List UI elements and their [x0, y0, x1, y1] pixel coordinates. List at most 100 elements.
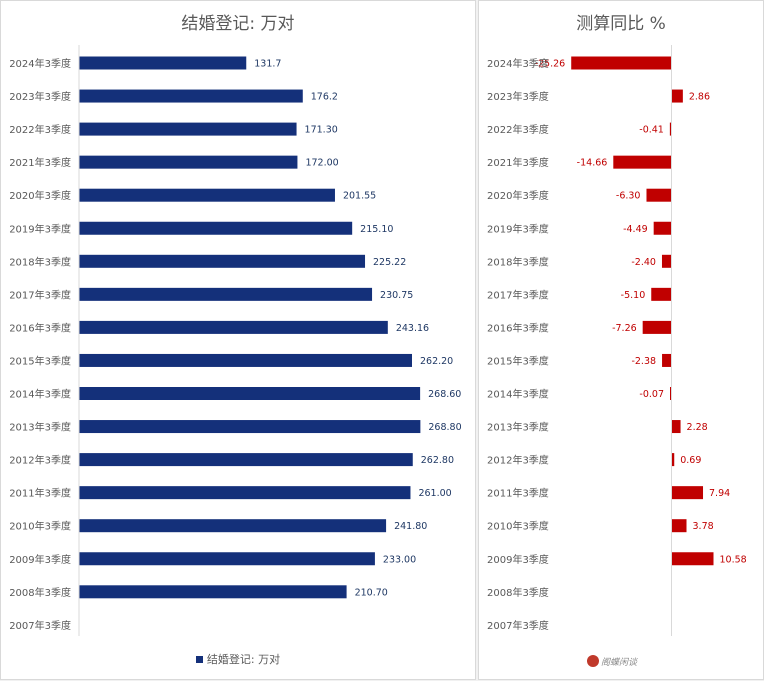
bar [79, 320, 388, 334]
data-label: -25.26 [535, 59, 566, 70]
category-label: 2010年3季度 [9, 520, 71, 533]
category-label: 2014年3季度 [487, 388, 549, 401]
bar [671, 89, 683, 103]
category-label: 2018年3季度 [9, 255, 71, 268]
category-label: 2012年3季度 [487, 454, 549, 467]
category-label: 2015年3季度 [9, 354, 71, 367]
left-chart-legend: 结婚登记: 万对 [1, 651, 475, 667]
data-label: 131.7 [254, 59, 281, 70]
category-label: 2013年3季度 [9, 421, 71, 434]
data-label: 230.75 [380, 290, 413, 301]
bar [671, 453, 675, 467]
bar [79, 56, 247, 70]
category-label: 2020年3季度 [487, 189, 549, 202]
bar [671, 486, 704, 500]
category-label: 2014年3季度 [9, 388, 71, 401]
bar [661, 254, 672, 268]
data-label: -2.38 [631, 356, 656, 367]
watermark: 阁蝶闲谈 [587, 655, 637, 668]
data-label: 10.58 [720, 554, 747, 565]
bar [662, 353, 672, 367]
category-label: 2021年3季度 [9, 156, 71, 169]
category-label: 2009年3季度 [487, 553, 549, 566]
data-label: -5.10 [621, 290, 646, 301]
data-label: 243.16 [396, 323, 429, 334]
category-label: 2007年3季度 [487, 619, 549, 632]
category-label: 2017年3季度 [9, 288, 71, 301]
bar [79, 453, 413, 467]
bar [79, 155, 298, 169]
category-label: 2011年3季度 [487, 487, 549, 500]
category-label: 2024年3季度 [487, 57, 549, 70]
data-label: 176.2 [311, 92, 338, 103]
bar [79, 420, 421, 434]
bar [79, 387, 421, 400]
data-label: 2.86 [689, 92, 710, 103]
data-label: 268.60 [428, 389, 461, 400]
bar [671, 519, 687, 533]
bar [79, 353, 412, 367]
category-label: 2024年3季度 [9, 57, 71, 70]
left-chart-panel: 结婚登记: 万对 2024年3季度 131.7 2023年3季度 176.2 2022年… [0, 0, 476, 680]
legend-swatch [195, 656, 203, 663]
category-label: 2023年3季度 [9, 90, 71, 103]
category-label: 2022年3季度 [487, 123, 549, 136]
category-label: 2013年3季度 [487, 421, 549, 434]
data-label: 210.70 [355, 587, 388, 598]
category-label: 2012年3季度 [9, 454, 71, 467]
data-label: -4.49 [623, 224, 648, 235]
bar [79, 287, 373, 301]
bar [653, 221, 672, 235]
bar [79, 122, 297, 136]
data-label: 233.00 [383, 554, 416, 565]
bar [79, 188, 335, 202]
data-label: 0.69 [680, 455, 701, 466]
data-label: 3.78 [693, 521, 714, 532]
data-label: -6.30 [616, 191, 641, 202]
left-chart-title: 结婚登记: 万对 [181, 14, 295, 34]
data-label: -0.07 [639, 389, 664, 400]
category-label: 2011年3季度 [9, 487, 71, 500]
category-label: 2021年3季度 [487, 156, 549, 169]
bar [79, 519, 387, 533]
data-label: -14.66 [577, 158, 608, 169]
left-chart-svg: 2024年3季度 131.7 2023年3季度 176.2 2022年3季度 171.30… [9, 45, 462, 636]
bar [646, 188, 672, 202]
watermark-text: 阁蝶闲谈 [601, 658, 638, 668]
category-label: 2018年3季度 [487, 255, 549, 268]
bar [670, 387, 672, 400]
category-label: 2023年3季度 [487, 90, 549, 103]
bar [669, 122, 672, 136]
data-label: 225.22 [373, 257, 406, 268]
bar [79, 221, 353, 235]
data-label: -7.26 [612, 323, 637, 334]
data-label: 172.00 [305, 158, 338, 169]
category-label: 2007年3季度 [9, 619, 71, 632]
data-label: 262.20 [420, 356, 453, 367]
right-chart-title: 测算同比 % [576, 14, 666, 34]
category-label: 2016年3季度 [487, 321, 549, 334]
category-label: 2008年3季度 [9, 586, 71, 599]
category-label: 2008年3季度 [487, 586, 549, 599]
watermark-logo-icon [587, 655, 599, 667]
data-label: 7.94 [709, 488, 730, 499]
bar [79, 89, 303, 103]
category-label: 2015年3季度 [487, 354, 549, 367]
bar [642, 320, 672, 334]
category-label: 2009年3季度 [9, 553, 71, 566]
bar [79, 552, 375, 566]
bar [79, 585, 347, 599]
category-label: 2016年3季度 [9, 321, 71, 334]
bar [671, 552, 714, 566]
data-label: -0.41 [639, 125, 664, 136]
data-label: 215.10 [360, 224, 393, 235]
category-label: 2010年3季度 [487, 520, 549, 533]
bar [79, 486, 411, 500]
data-label: 2.28 [687, 422, 708, 433]
data-label: -2.40 [631, 257, 656, 268]
bar [79, 254, 366, 268]
data-label: 171.30 [305, 125, 338, 136]
right-chart-panel: 测算同比 % -25.26 2024年3季度 2.86 2023年3季度 -0.41 20… [478, 0, 764, 680]
category-label: 2019年3季度 [487, 222, 549, 235]
